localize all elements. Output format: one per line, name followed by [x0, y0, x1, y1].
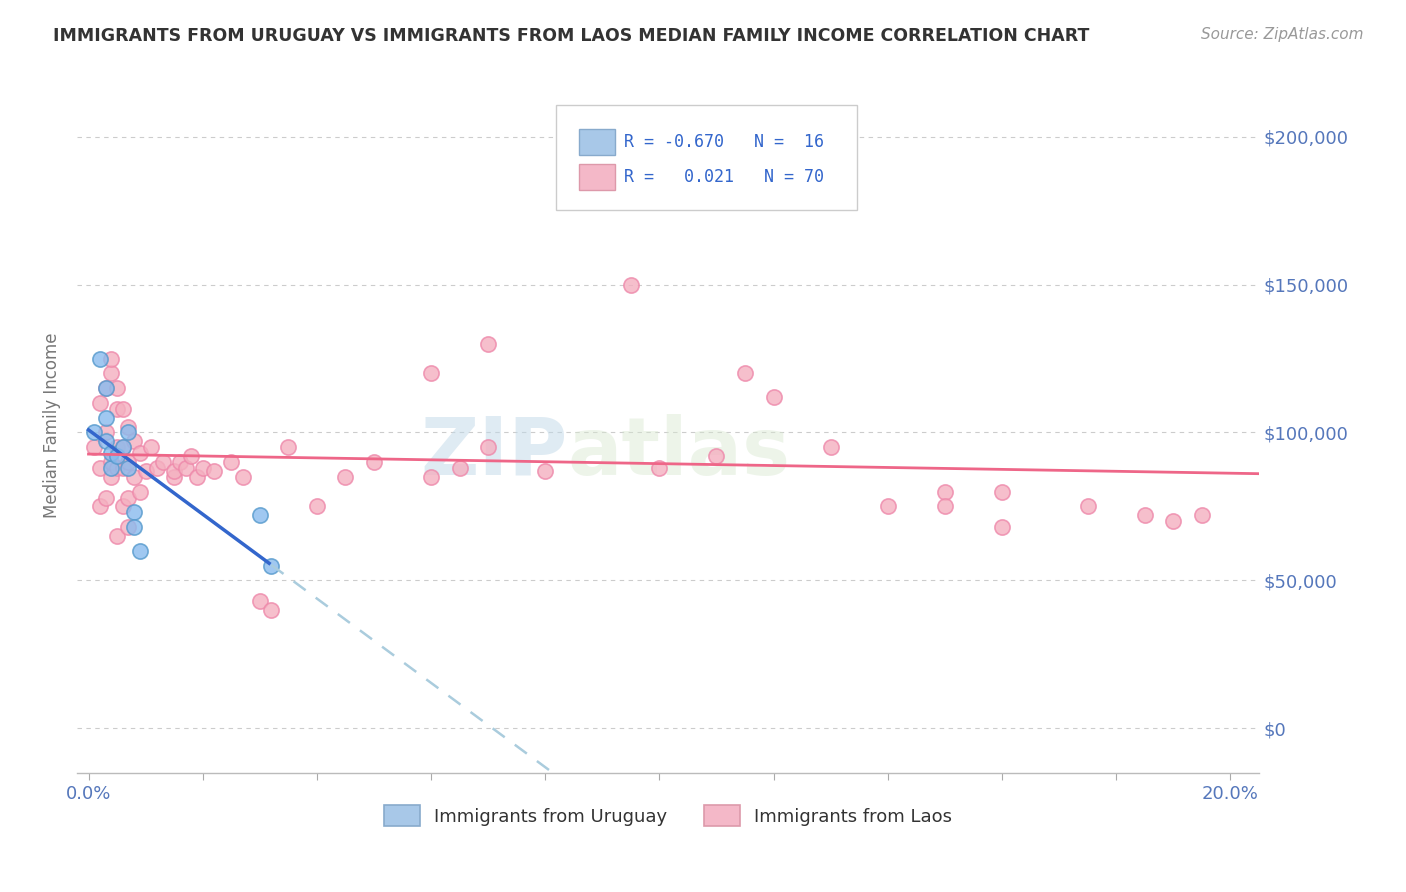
Point: [260, 603, 283, 617]
Point: [83, 425, 105, 440]
Point: [111, 401, 134, 416]
Point: [89, 396, 111, 410]
Point: [117, 455, 139, 469]
Point: [111, 440, 134, 454]
Point: [94, 425, 117, 440]
Point: [591, 194, 613, 209]
Point: [260, 558, 283, 573]
Point: [1191, 508, 1213, 523]
Point: [117, 491, 139, 505]
Point: [146, 461, 169, 475]
Point: [83, 440, 105, 454]
Point: [117, 419, 139, 434]
Point: [163, 470, 186, 484]
Point: [128, 544, 150, 558]
Point: [1161, 514, 1184, 528]
Point: [202, 464, 225, 478]
Point: [94, 410, 117, 425]
Point: [706, 449, 728, 463]
Point: [117, 520, 139, 534]
Point: [762, 390, 785, 404]
Point: [94, 434, 117, 449]
Point: [876, 500, 898, 514]
Point: [620, 277, 643, 292]
Point: [100, 455, 122, 469]
Text: R = -0.670   N =  16: R = -0.670 N = 16: [624, 133, 824, 151]
Point: [363, 455, 385, 469]
Point: [94, 491, 117, 505]
Point: [100, 461, 122, 475]
Point: [191, 461, 214, 475]
Point: [420, 470, 443, 484]
Point: [94, 381, 117, 395]
Point: [163, 464, 186, 478]
Point: [477, 440, 499, 454]
Point: [105, 529, 128, 543]
Point: [89, 351, 111, 366]
Point: [100, 351, 122, 366]
Point: [934, 484, 956, 499]
Point: [991, 484, 1014, 499]
Point: [277, 440, 299, 454]
Point: [111, 461, 134, 475]
Point: [105, 461, 128, 475]
Point: [1077, 500, 1099, 514]
Point: [180, 449, 202, 463]
Point: [105, 440, 128, 454]
Point: [420, 367, 443, 381]
Point: [122, 505, 145, 519]
Point: [477, 336, 499, 351]
Point: [820, 440, 842, 454]
Point: [141, 440, 163, 454]
Point: [89, 461, 111, 475]
Point: [1133, 508, 1156, 523]
Point: [111, 440, 134, 454]
Legend: Immigrants from Uruguay, Immigrants from Laos: Immigrants from Uruguay, Immigrants from…: [377, 798, 959, 833]
Point: [335, 470, 357, 484]
Point: [534, 464, 557, 478]
Point: [117, 425, 139, 440]
Point: [111, 500, 134, 514]
Point: [105, 401, 128, 416]
Point: [305, 500, 328, 514]
Point: [94, 381, 117, 395]
Point: [100, 446, 122, 460]
Point: [232, 470, 254, 484]
Point: [991, 520, 1014, 534]
Point: [219, 455, 242, 469]
Point: [100, 367, 122, 381]
Point: [128, 446, 150, 460]
Text: Source: ZipAtlas.com: Source: ZipAtlas.com: [1201, 27, 1364, 42]
Point: [135, 464, 157, 478]
Point: [105, 381, 128, 395]
Point: [934, 500, 956, 514]
Text: R =   0.021   N = 70: R = 0.021 N = 70: [624, 168, 824, 186]
FancyBboxPatch shape: [579, 163, 614, 190]
Point: [122, 434, 145, 449]
Y-axis label: Median Family Income: Median Family Income: [44, 333, 60, 518]
Point: [105, 449, 128, 463]
Point: [648, 461, 671, 475]
Point: [152, 455, 174, 469]
Point: [449, 461, 471, 475]
Point: [174, 461, 197, 475]
Point: [186, 470, 208, 484]
Text: IMMIGRANTS FROM URUGUAY VS IMMIGRANTS FROM LAOS MEDIAN FAMILY INCOME CORRELATION: IMMIGRANTS FROM URUGUAY VS IMMIGRANTS FR…: [53, 27, 1090, 45]
Point: [734, 367, 756, 381]
Point: [89, 500, 111, 514]
Text: atlas: atlas: [568, 414, 790, 491]
Point: [249, 594, 271, 608]
Point: [117, 461, 139, 475]
Point: [122, 520, 145, 534]
Text: ZIP: ZIP: [420, 414, 568, 491]
FancyBboxPatch shape: [579, 128, 614, 155]
Point: [122, 470, 145, 484]
FancyBboxPatch shape: [555, 105, 858, 210]
Point: [249, 508, 271, 523]
Point: [169, 455, 191, 469]
Point: [100, 470, 122, 484]
Point: [128, 484, 150, 499]
